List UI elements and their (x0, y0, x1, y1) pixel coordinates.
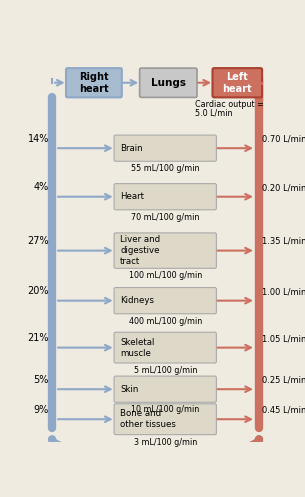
Text: 10 mL/100 g/min: 10 mL/100 g/min (131, 406, 199, 414)
Text: 27%: 27% (27, 236, 49, 246)
Text: 5 mL/100 g/min: 5 mL/100 g/min (134, 366, 197, 375)
Text: 400 mL/100 g/min: 400 mL/100 g/min (129, 317, 202, 326)
Text: 21%: 21% (27, 333, 49, 343)
Text: Brain: Brain (120, 144, 143, 153)
Text: Heart: Heart (120, 192, 144, 201)
Text: Cardiac output =: Cardiac output = (196, 100, 264, 109)
Text: 14%: 14% (27, 134, 49, 144)
FancyBboxPatch shape (66, 68, 122, 97)
FancyBboxPatch shape (114, 404, 216, 435)
FancyBboxPatch shape (114, 135, 216, 162)
Text: 100 mL/100 g/min: 100 mL/100 g/min (129, 271, 202, 280)
Text: 0.25 L/min: 0.25 L/min (262, 376, 305, 385)
Text: Liver and
digestive
tract: Liver and digestive tract (120, 235, 160, 266)
FancyBboxPatch shape (114, 376, 216, 402)
Text: Skin: Skin (120, 385, 139, 394)
Text: Left
heart: Left heart (222, 72, 252, 93)
Text: 55 mL/100 g/min: 55 mL/100 g/min (131, 165, 199, 173)
FancyBboxPatch shape (114, 183, 216, 210)
Text: 0.20 L/min: 0.20 L/min (262, 183, 305, 192)
Text: Skeletal
muscle: Skeletal muscle (120, 337, 155, 358)
Text: 20%: 20% (27, 286, 49, 296)
Text: Bone and
other tissues: Bone and other tissues (120, 409, 176, 429)
Text: 1.05 L/min: 1.05 L/min (262, 334, 305, 343)
Text: 1.35 L/min: 1.35 L/min (262, 237, 305, 246)
Text: Kidneys: Kidneys (120, 296, 154, 305)
FancyBboxPatch shape (114, 288, 216, 314)
Text: 70 mL/100 g/min: 70 mL/100 g/min (131, 213, 199, 222)
FancyBboxPatch shape (140, 68, 197, 97)
Text: 5.0 L/min: 5.0 L/min (196, 108, 233, 117)
Text: 0.70 L/min: 0.70 L/min (262, 135, 305, 144)
FancyBboxPatch shape (114, 233, 216, 268)
Text: 4%: 4% (34, 182, 49, 192)
FancyBboxPatch shape (213, 68, 262, 97)
FancyBboxPatch shape (114, 332, 216, 363)
Text: 9%: 9% (34, 405, 49, 414)
Text: 0.45 L/min: 0.45 L/min (262, 406, 305, 414)
Text: 1.00 L/min: 1.00 L/min (262, 287, 305, 296)
Text: Lungs: Lungs (151, 78, 186, 88)
Text: 5%: 5% (34, 375, 49, 385)
Text: Right
heart: Right heart (79, 72, 109, 93)
Text: 3 mL/100 g/min: 3 mL/100 g/min (134, 438, 197, 447)
